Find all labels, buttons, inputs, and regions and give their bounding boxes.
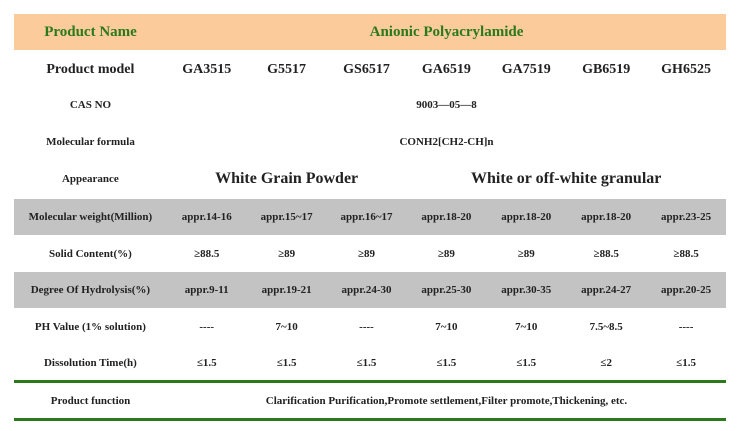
- ph-cell: ----: [199, 321, 215, 333]
- product-name-value: Anionic Polyacrylamide: [369, 23, 524, 40]
- product-model-row: Product model GA3515 G5517 GS6517 GA6519…: [14, 53, 726, 87]
- solid-content-cell: ≥89: [278, 248, 296, 260]
- hydrolysis-cell: appr.9-11: [184, 284, 229, 296]
- appearance-value-b: White or off-white granular: [471, 170, 662, 187]
- formula-row: Molecular formula CONH2[CH2-CH]n: [14, 125, 726, 159]
- appearance-label: Appearance: [61, 173, 119, 185]
- hydrolysis-cell: appr.20-25: [661, 284, 712, 296]
- solid-content-label: Solid Content(%): [48, 248, 132, 260]
- green-divider-bottom: [14, 418, 726, 421]
- solid-content-cell: ≥89: [517, 248, 535, 260]
- formula-label: Molecular formula: [46, 136, 135, 148]
- dissolution-cell: ≤1.5: [516, 357, 537, 369]
- dissolution-cell: ≤1.5: [196, 357, 217, 369]
- molecular-weight-row: Molecular weight(Million) appr.14-16 app…: [14, 199, 726, 235]
- molecular-weight-cell: appr.15~17: [260, 211, 313, 223]
- dissolution-row: Dissolution Time(h) ≤1.5 ≤1.5 ≤1.5 ≤1.5 …: [14, 346, 726, 380]
- hydrolysis-cell: appr.24-27: [581, 284, 632, 296]
- molecular-weight-cell: appr.18-20: [581, 211, 632, 223]
- product-model-label: Product model: [46, 62, 135, 77]
- ph-cell: 7.5~8.5: [589, 321, 623, 333]
- hydrolysis-row: Degree Of Hydrolysis(%) appr.9-11 appr.1…: [14, 272, 726, 308]
- molecular-weight-cell: appr.14-16: [181, 211, 232, 223]
- dissolution-label: Dissolution Time(h): [43, 357, 137, 369]
- dissolution-cell: ≤1.5: [356, 357, 377, 369]
- molecular-weight-label: Molecular weight(Million): [28, 211, 153, 223]
- model-cell: GH6525: [661, 62, 711, 77]
- product-function-value: Clarification Purification,Promote settl…: [265, 395, 628, 407]
- product-function-label: Product function: [50, 395, 131, 407]
- cas-row: CAS NO 9003—05—8: [14, 88, 726, 122]
- molecular-weight-cell: appr.18-20: [501, 211, 552, 223]
- molecular-weight-cell: appr.23-25: [661, 211, 712, 223]
- solid-content-row: Solid Content(%) ≥88.5 ≥89 ≥89 ≥89 ≥89 ≥…: [14, 237, 726, 271]
- hydrolysis-cell: appr.25-30: [421, 284, 472, 296]
- ph-row: PH Value (1% solution) ---- 7~10 ---- 7~…: [14, 310, 726, 344]
- dissolution-cell: ≤1.5: [436, 357, 457, 369]
- model-cell: G5517: [267, 62, 307, 77]
- dissolution-cell: ≤1.5: [276, 357, 297, 369]
- model-cell: GS6517: [343, 62, 390, 77]
- solid-content-cell: ≥88.5: [593, 248, 619, 260]
- solid-content-cell: ≥89: [357, 248, 376, 260]
- hydrolysis-cell: appr.24-30: [341, 284, 392, 296]
- molecular-weight-cell: appr.16~17: [340, 211, 393, 223]
- model-cell: GA6519: [421, 62, 471, 77]
- cas-value: 9003—05—8: [416, 99, 477, 111]
- hydrolysis-cell: appr.30-35: [501, 284, 552, 296]
- ph-cell: ----: [359, 321, 374, 333]
- dissolution-cell: ≤1.5: [676, 357, 696, 369]
- appearance-row: Appearance White Grain Powder White or o…: [14, 162, 726, 196]
- appearance-value-a: White Grain Powder: [215, 170, 359, 187]
- model-cell: GA7519: [501, 62, 551, 77]
- solid-content-cell: ≥88.5: [194, 248, 220, 260]
- dissolution-cell: ≤2: [600, 357, 612, 369]
- formula-value: CONH2[CH2-CH]n: [399, 136, 494, 148]
- solid-content-cell: ≥89: [437, 248, 455, 260]
- model-cell: GA3515: [182, 62, 232, 77]
- cas-label: CAS NO: [69, 99, 112, 111]
- green-divider-top: [14, 380, 726, 383]
- product-function-row: Product function Clarification Purificat…: [14, 385, 726, 417]
- ph-cell: 7~10: [435, 321, 458, 333]
- hydrolysis-cell: appr.19-21: [261, 284, 312, 296]
- ph-cell: 7~10: [275, 321, 298, 333]
- model-cell: GB6519: [582, 62, 631, 77]
- product-name-label: Product Name: [44, 23, 137, 40]
- molecular-weight-cell: appr.18-20: [421, 211, 472, 223]
- ph-cell: 7~10: [515, 321, 538, 333]
- ph-label: PH Value (1% solution): [34, 321, 146, 333]
- hydrolysis-label: Degree Of Hydrolysis(%): [30, 284, 151, 296]
- ph-cell: ----: [678, 321, 694, 333]
- table-header-row: Product Name Anionic Polyacrylamide: [14, 14, 726, 50]
- solid-content-cell: ≥88.5: [673, 248, 699, 260]
